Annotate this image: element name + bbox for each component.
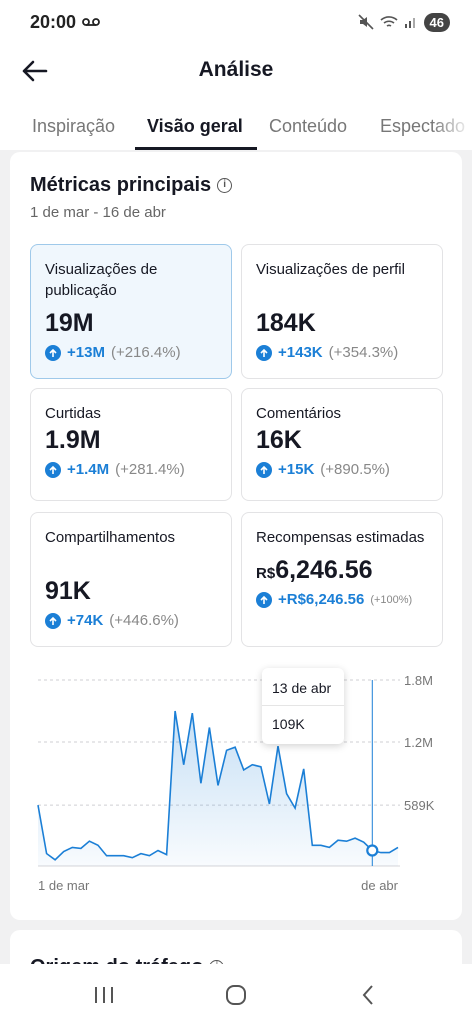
metric-label: Curtidas bbox=[45, 405, 101, 422]
metric-value-number: 6,246.56 bbox=[275, 556, 373, 584]
metric-change: +74K (+446.6%) bbox=[45, 612, 217, 629]
metric-card-profile-views[interactable]: Visualizações de perfil 184K +143K (+354… bbox=[241, 244, 443, 379]
metric-change: +143K (+354.3%) bbox=[256, 344, 428, 361]
signal-icon bbox=[404, 18, 415, 28]
mute-icon bbox=[357, 14, 374, 30]
metric-label: Recompensas estimadas bbox=[256, 529, 425, 546]
section-title-text: Métricas principais bbox=[30, 174, 212, 196]
status-time: 20:00 bbox=[30, 12, 100, 33]
metric-card-shares[interactable]: Compartilhamentos 91K +74K (+446.6%) bbox=[30, 512, 232, 647]
arrow-up-icon bbox=[45, 612, 61, 629]
system-nav-bar bbox=[0, 964, 472, 1024]
info-icon[interactable]: i bbox=[217, 178, 233, 193]
change-percent: (+100%) bbox=[370, 593, 413, 606]
metric-card-rewards[interactable]: Recompensas estimadas R$6,246.56 +R$6,24… bbox=[241, 512, 443, 647]
change-percent: (+890.5%) bbox=[320, 461, 390, 478]
chart-line bbox=[37, 710, 399, 861]
change-absolute: +13M bbox=[67, 344, 105, 361]
change-percent: (+446.6%) bbox=[109, 612, 179, 629]
metric-value: 16K bbox=[256, 426, 302, 454]
tooltip-divider bbox=[262, 705, 344, 706]
metric-change: +15K (+890.5%) bbox=[256, 461, 428, 478]
tab-bar: Inspiração Visão geral Conteúdo Espectad… bbox=[0, 98, 472, 150]
chart-area bbox=[38, 711, 398, 866]
system-back-button[interactable] bbox=[348, 980, 388, 1010]
arrow-up-icon bbox=[45, 344, 61, 361]
y-tick-label: 1.8M bbox=[404, 673, 433, 688]
tooltip-value: 109K bbox=[272, 716, 305, 732]
metric-card-likes[interactable]: Curtidas 1.9M +1.4M (+281.4%) bbox=[30, 388, 232, 501]
home-icon bbox=[226, 985, 246, 1005]
key-metrics-card: Métricas principais i 1 de mar - 16 de a… bbox=[10, 152, 462, 920]
metric-value: R$6,246.56 bbox=[256, 556, 428, 585]
battery-icon: 46 bbox=[423, 12, 450, 32]
app-header: Análise bbox=[0, 44, 472, 98]
change-absolute: +1.4M bbox=[67, 461, 110, 478]
metric-value: 1.9M bbox=[45, 426, 101, 454]
tab-visao-geral[interactable]: Visão geral bbox=[147, 116, 243, 136]
home-button[interactable] bbox=[216, 980, 256, 1010]
metric-card-post-views[interactable]: Visualizações de publicação 19M +13M (+2… bbox=[30, 244, 232, 379]
change-absolute: +15K bbox=[278, 461, 315, 478]
metric-label: Visualizações de publicação bbox=[45, 261, 158, 299]
metric-change: +1.4M (+281.4%) bbox=[45, 461, 217, 478]
metric-label: Comentários bbox=[256, 405, 342, 422]
arrow-up-icon bbox=[45, 461, 61, 478]
date-range: 1 de mar - 16 de abr bbox=[30, 204, 166, 221]
arrow-left-icon bbox=[22, 60, 48, 82]
tab-fade bbox=[432, 98, 472, 150]
tooltip-date: 13 de abr bbox=[272, 680, 332, 696]
page-title: Análise bbox=[198, 58, 274, 81]
change-percent: (+216.4%) bbox=[110, 344, 181, 361]
metric-change: +R$6,246.56 (+100%) bbox=[256, 591, 428, 608]
metric-value: 91K bbox=[45, 577, 91, 605]
change-percent: (+354.3%) bbox=[328, 344, 399, 361]
arrow-up-icon bbox=[256, 591, 272, 608]
x-tick-label: 1 de mar bbox=[38, 878, 90, 893]
metric-value: 184K bbox=[256, 309, 316, 337]
metric-trend-chart[interactable]: 1.8M 1.2M 589K 1 de mar de abr bbox=[10, 662, 462, 902]
clock-text: 20:00 bbox=[30, 11, 77, 32]
recent-apps-button[interactable] bbox=[84, 980, 124, 1010]
chart-highlight-point[interactable] bbox=[366, 844, 379, 857]
recent-apps-icon bbox=[95, 987, 113, 1003]
chart-tooltip: 13 de abr 109K bbox=[262, 668, 344, 744]
currency-symbol: R$ bbox=[256, 565, 276, 582]
metric-change: +13M (+216.4%) bbox=[45, 344, 217, 361]
tab-conteudo[interactable]: Conteúdo bbox=[269, 116, 348, 136]
x-tick-label: de abr bbox=[361, 878, 399, 893]
metric-value: 19M bbox=[45, 309, 94, 337]
metric-label: Visualizações de perfil bbox=[256, 261, 405, 278]
y-tick-label: 1.2M bbox=[404, 735, 433, 750]
arrow-up-icon bbox=[256, 344, 272, 361]
chevron-left-icon bbox=[362, 985, 373, 1005]
voicemail-icon bbox=[82, 18, 100, 26]
change-absolute: +R$6,246.56 bbox=[278, 591, 365, 608]
active-tab-indicator bbox=[135, 147, 257, 150]
status-bar: 20:00 46 bbox=[0, 0, 472, 44]
change-percent: (+281.4%) bbox=[115, 461, 185, 478]
metric-label: Compartilhamentos bbox=[45, 529, 176, 546]
change-absolute: +74K bbox=[67, 612, 104, 629]
arrow-up-icon bbox=[256, 461, 272, 478]
tab-inspiracao[interactable]: Inspiração bbox=[32, 116, 116, 136]
section-title: Métricas principais i bbox=[30, 174, 233, 197]
y-tick-label: 589K bbox=[404, 798, 435, 813]
change-absolute: +143K bbox=[278, 344, 323, 361]
back-button[interactable] bbox=[18, 54, 52, 88]
metric-card-comments[interactable]: Comentários 16K +15K (+890.5%) bbox=[241, 388, 443, 501]
wifi-icon bbox=[379, 16, 398, 27]
